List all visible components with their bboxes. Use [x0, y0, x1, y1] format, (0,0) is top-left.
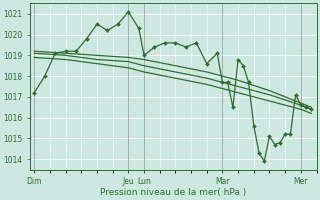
X-axis label: Pression niveau de la mer( hPa ): Pression niveau de la mer( hPa ): [100, 188, 247, 197]
